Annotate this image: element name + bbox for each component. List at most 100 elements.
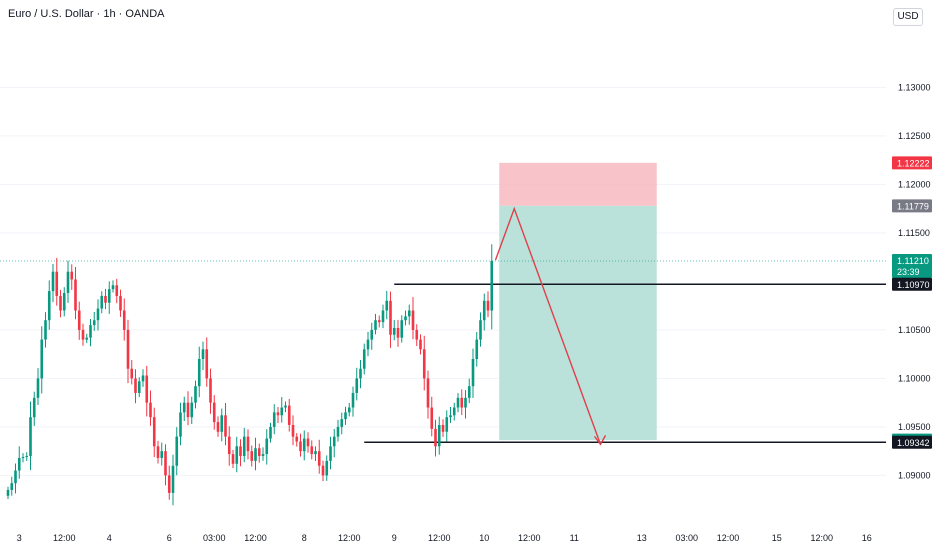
stop-loss-zone[interactable] xyxy=(499,162,657,206)
candle xyxy=(175,427,179,476)
candle-body xyxy=(62,293,66,311)
candle-body xyxy=(81,329,85,340)
candle-body xyxy=(156,446,160,458)
price-tick-label: 1.11500 xyxy=(898,228,930,238)
candle-body xyxy=(21,456,25,458)
time-tick-label: 12:00 xyxy=(518,533,541,543)
candle-body xyxy=(32,397,36,418)
candle xyxy=(194,380,197,409)
candle-body xyxy=(85,337,89,340)
candle xyxy=(471,348,475,398)
candle-body xyxy=(6,489,10,496)
candle-body xyxy=(389,300,392,335)
candle-body xyxy=(340,419,344,427)
currency-selector[interactable]: USD xyxy=(893,8,923,26)
candle xyxy=(149,390,152,426)
candle xyxy=(362,343,366,375)
candle-body xyxy=(321,465,325,476)
candle xyxy=(205,337,209,387)
price-label-text: 1.12222 xyxy=(897,158,930,168)
horizontal-lines xyxy=(0,260,886,444)
price-axis: 1.13000 1.12500 1.12000 1.11500 1.10500 1.100… xyxy=(892,82,932,480)
candle-body xyxy=(392,327,396,335)
candle-body xyxy=(306,438,310,447)
candle xyxy=(77,301,81,340)
candle-body xyxy=(231,454,235,464)
candle xyxy=(419,334,422,355)
candle-body xyxy=(47,291,51,321)
candle-body xyxy=(400,320,404,338)
candle xyxy=(14,463,17,494)
candle xyxy=(209,368,212,414)
candle-body xyxy=(227,436,231,455)
candle-body xyxy=(261,454,265,457)
candle xyxy=(467,378,471,404)
candle xyxy=(70,264,74,290)
candle-body xyxy=(419,339,422,350)
candle xyxy=(302,430,306,461)
time-tick-label: 12:00 xyxy=(244,533,267,543)
candle xyxy=(389,291,392,348)
time-tick-label: 4 xyxy=(107,533,112,543)
candle xyxy=(310,440,314,460)
candle-body xyxy=(216,422,220,432)
candle xyxy=(152,407,156,458)
price-label-badge xyxy=(892,156,932,170)
projection-path[interactable] xyxy=(494,206,602,445)
candle-body xyxy=(291,424,295,437)
time-tick-label: 12:00 xyxy=(810,533,833,543)
candle xyxy=(100,291,104,314)
price-tick-label: 1.12000 xyxy=(898,179,931,189)
time-tick-label: 03:00 xyxy=(675,533,698,543)
candle xyxy=(287,398,291,432)
candle xyxy=(55,257,59,306)
candle xyxy=(422,335,426,391)
candle xyxy=(437,416,441,455)
time-tick-label: 16 xyxy=(862,533,872,543)
candle xyxy=(265,429,269,465)
price-label-text: 1.11210 xyxy=(897,256,929,266)
candle xyxy=(329,436,332,470)
time-tick-label: 15 xyxy=(772,533,782,543)
candle-body xyxy=(182,402,186,413)
candle xyxy=(377,315,381,328)
grid-lines xyxy=(0,86,886,476)
candle xyxy=(257,443,261,463)
candle-body xyxy=(197,359,201,387)
price-label-badge xyxy=(892,199,932,213)
candle-body xyxy=(377,320,381,323)
candle xyxy=(475,332,479,367)
price-label-badge xyxy=(892,277,932,291)
candle-body xyxy=(355,378,359,393)
candle xyxy=(59,289,62,318)
candle xyxy=(482,293,486,331)
candle-body xyxy=(351,392,355,408)
candle xyxy=(295,433,299,447)
candle-body xyxy=(344,412,347,420)
take-profit-zone[interactable] xyxy=(499,205,657,441)
candle xyxy=(141,369,145,387)
candle-body xyxy=(205,349,209,379)
candle xyxy=(130,360,134,385)
price-label-text: 1.09342 xyxy=(897,438,930,448)
candle xyxy=(74,267,77,320)
candle-body xyxy=(92,320,96,326)
candle-body xyxy=(74,279,77,311)
candle xyxy=(51,263,55,303)
candle-body xyxy=(96,308,100,321)
time-tick-label: 11 xyxy=(570,533,579,543)
candle xyxy=(40,326,44,394)
time-tick-label: 12:00 xyxy=(717,533,740,543)
time-tick-label: 03:00 xyxy=(203,533,226,543)
candle-body xyxy=(171,465,175,493)
candle xyxy=(347,402,351,417)
candle xyxy=(44,312,47,348)
candle xyxy=(201,341,205,370)
candle xyxy=(392,320,396,341)
candle xyxy=(374,313,377,335)
candle xyxy=(434,419,437,457)
candle-body xyxy=(224,415,227,437)
candle-body xyxy=(119,295,122,311)
candle-body xyxy=(186,402,190,418)
